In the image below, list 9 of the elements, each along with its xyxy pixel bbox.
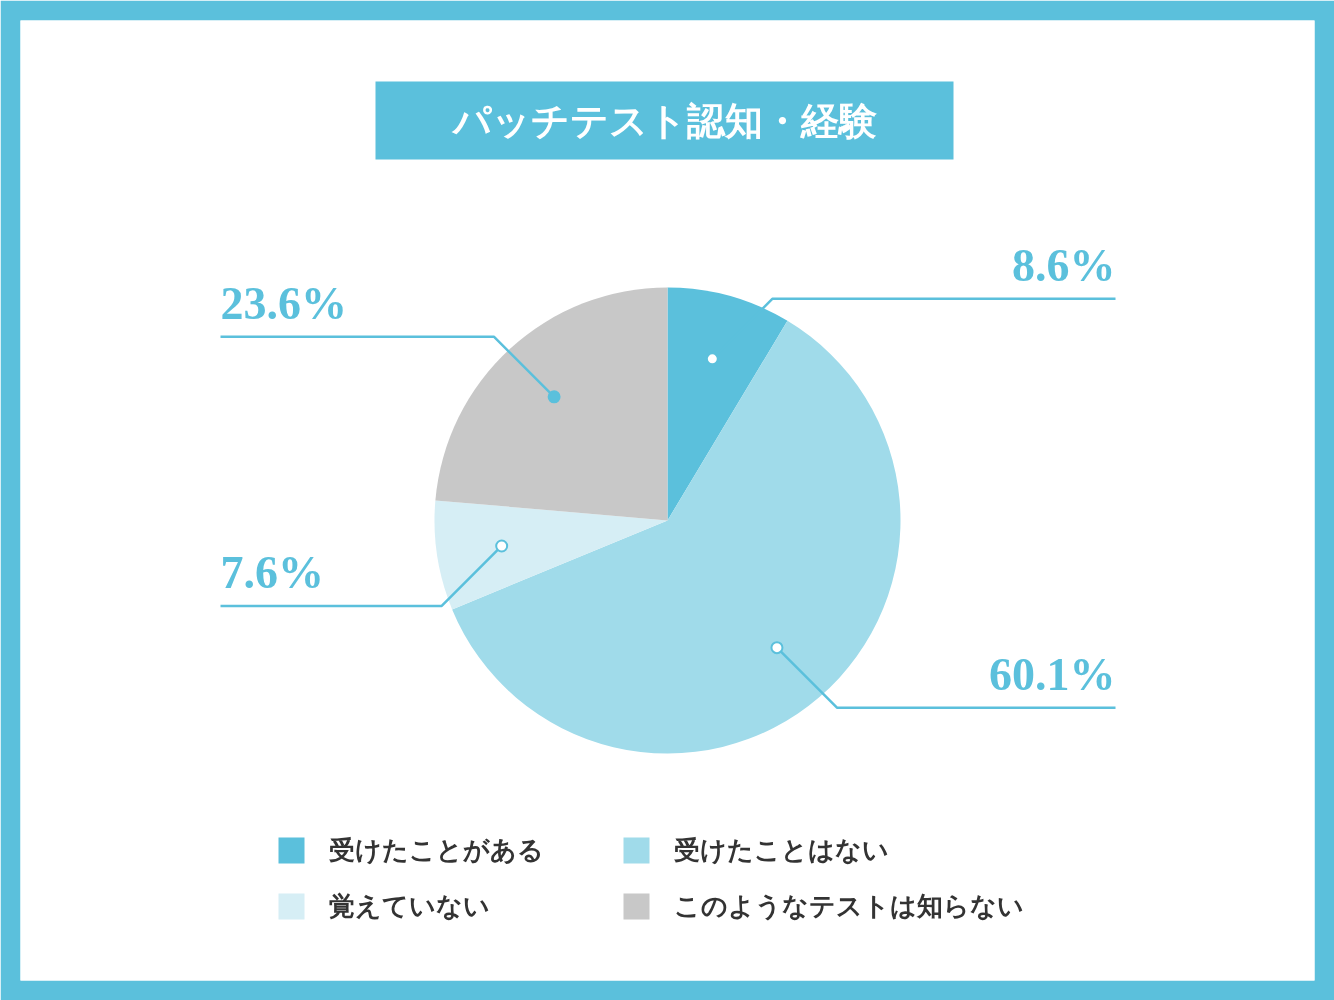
data-label: 23.6% xyxy=(220,277,347,329)
legend-label: 受けたことはない xyxy=(673,836,889,865)
data-label: 7.6% xyxy=(220,546,324,598)
data-label: 60.1% xyxy=(989,648,1116,700)
data-label: 8.6% xyxy=(1012,239,1116,291)
legend-label: 覚えていない xyxy=(328,892,490,921)
legend-label: このようなテストは知らない xyxy=(673,892,1024,921)
legend-label: 受けたことがある xyxy=(328,836,544,865)
chart-title: パッチテスト認知・経験 xyxy=(450,99,877,142)
